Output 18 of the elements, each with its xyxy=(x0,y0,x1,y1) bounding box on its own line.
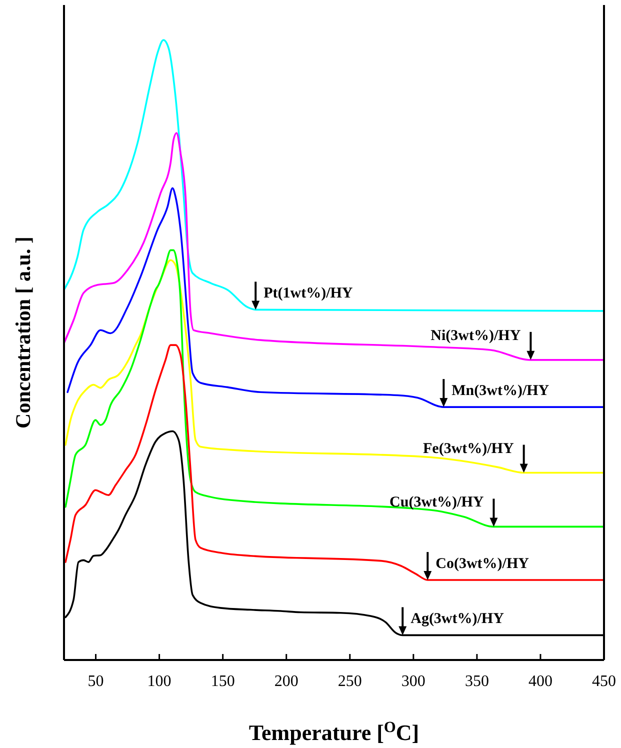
x-tick-label: 350 xyxy=(464,673,489,690)
x-axis-title: Temperature [$^{O}$C] xyxy=(248,718,420,745)
annotation: Co(3wt%)/HY xyxy=(436,556,530,572)
y-axis-title: Concentration [ a.u. ] xyxy=(11,236,35,428)
x-tick-label: 50 xyxy=(88,673,104,690)
annotation: Fe(3wt%)/HY xyxy=(423,440,514,457)
x-tick-label: 450 xyxy=(592,673,616,690)
annotation: Pt(1wt%)/HY xyxy=(264,286,353,302)
annotation: Ni(3wt%)/HY xyxy=(430,328,521,344)
x-tick-label: 250 xyxy=(338,673,362,690)
x-tick-label: 100 xyxy=(147,673,172,690)
annotation: Cu(3wt%)/HY xyxy=(390,494,484,511)
x-tick-label: 300 xyxy=(401,673,426,690)
annotation: Ag(3wt%)/HY xyxy=(410,611,504,628)
x-tick-label: 200 xyxy=(274,673,298,690)
annotation: Mn(3wt%)/HY xyxy=(452,383,550,400)
x-tick-label: 400 xyxy=(528,673,552,690)
x-tick-label: 150 xyxy=(210,673,235,690)
